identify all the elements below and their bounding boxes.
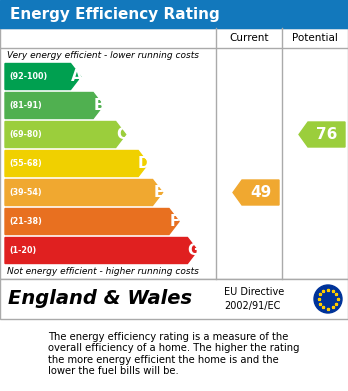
Text: The energy efficiency rating is a measure of the
overall efficiency of a home. T: The energy efficiency rating is a measur… <box>48 332 300 377</box>
Polygon shape <box>5 208 179 235</box>
Text: England & Wales: England & Wales <box>8 289 192 308</box>
Text: G: G <box>187 243 200 258</box>
Text: Energy Efficiency Rating: Energy Efficiency Rating <box>10 7 220 22</box>
Bar <box>0 279 348 319</box>
Text: Current: Current <box>229 33 269 43</box>
Bar <box>0 0 348 28</box>
Text: E: E <box>153 185 164 200</box>
Polygon shape <box>233 180 279 205</box>
Text: Potential: Potential <box>292 33 338 43</box>
Text: (21-38): (21-38) <box>9 217 42 226</box>
Text: (55-68): (55-68) <box>9 159 42 168</box>
Polygon shape <box>5 63 81 90</box>
Text: EU Directive
2002/91/EC: EU Directive 2002/91/EC <box>224 287 284 311</box>
Text: D: D <box>138 156 151 171</box>
Text: (69-80): (69-80) <box>9 130 42 139</box>
Polygon shape <box>5 122 126 147</box>
Polygon shape <box>5 179 163 206</box>
Text: Not energy efficient - higher running costs: Not energy efficient - higher running co… <box>7 267 199 276</box>
Text: F: F <box>170 214 180 229</box>
Polygon shape <box>299 122 345 147</box>
Text: B: B <box>93 98 105 113</box>
Circle shape <box>314 285 342 313</box>
Text: (81-91): (81-91) <box>9 101 42 110</box>
Text: (1-20): (1-20) <box>9 246 36 255</box>
Text: 76: 76 <box>316 127 337 142</box>
Text: 49: 49 <box>250 185 271 200</box>
Polygon shape <box>5 237 197 264</box>
Polygon shape <box>5 151 148 176</box>
Text: (39-54): (39-54) <box>9 188 42 197</box>
Text: (92-100): (92-100) <box>9 72 47 81</box>
Text: Very energy efficient - lower running costs: Very energy efficient - lower running co… <box>7 50 199 59</box>
Text: C: C <box>116 127 127 142</box>
Polygon shape <box>5 93 103 118</box>
Bar <box>0 28 348 279</box>
Text: A: A <box>71 69 82 84</box>
